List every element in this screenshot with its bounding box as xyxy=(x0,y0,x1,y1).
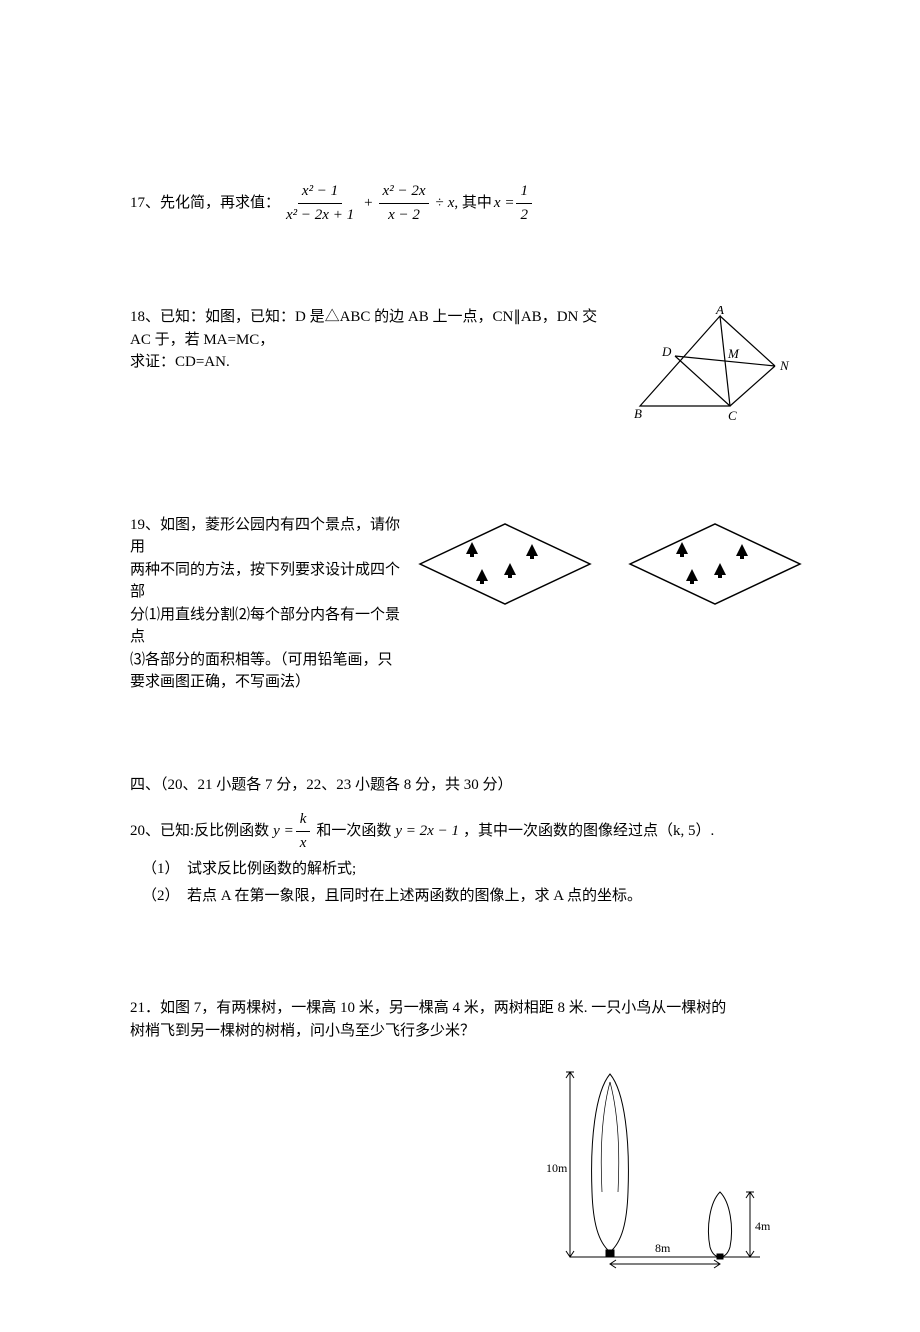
p18-line3: 求证：CD=AN. xyxy=(130,351,600,374)
p20-suffix: ，其中一次函数的图像经过点（k, 5）. xyxy=(463,820,714,843)
label-C: C xyxy=(728,408,737,423)
x-eq: x = xyxy=(494,192,515,215)
p18-line2: AC 于，若 MA=MC， xyxy=(130,329,600,352)
frac2-num: x² − 2x xyxy=(379,180,430,204)
label-D: D xyxy=(661,344,672,359)
distance-label: 8m xyxy=(655,1241,671,1255)
p20-and: 和一次函数 xyxy=(316,820,391,843)
plus-op: + xyxy=(364,192,372,215)
x-var: x xyxy=(448,192,455,215)
tall-height-label: 10m xyxy=(546,1161,568,1175)
label-N: N xyxy=(779,358,790,373)
problem-21: 21．如图 7，有两棵树，一棵高 10 米，另一棵高 4 米，两树相距 8 米.… xyxy=(130,997,790,1272)
two-trees-diagram: 10m 4m 8m xyxy=(540,1052,770,1272)
p20-inverse-fn: y = k x xyxy=(273,808,312,854)
problem-18: 18、已知：如图，已知：D 是△ABC 的边 AB 上一点，CN∥AB，DN 交… xyxy=(130,306,790,434)
problem-20: 20、已知:反比例函数 y = k x 和一次函数 y = 2x − 1 ，其中… xyxy=(130,808,790,907)
p20-linear-fn: y = 2x − 1 xyxy=(395,820,459,843)
fraction-half: 1 2 xyxy=(516,180,532,226)
p19-line5: 要求画图正确，不写画法） xyxy=(130,671,400,694)
problem-17: 17、先化简，再求值： x² − 1 x² − 2x + 1 + x² − 2x… xyxy=(130,180,790,226)
p19-line3: 分⑴用直线分割⑵每个部分内各有一个景点 xyxy=(130,604,400,649)
triangle-diagram: A B C D M N xyxy=(620,306,790,426)
problem-18-text: 18、已知：如图，已知：D 是△ABC 的边 AB 上一点，CN∥AB，DN 交… xyxy=(130,306,620,374)
y-eq-1: y = xyxy=(273,820,294,843)
p20-sub2: （2） 若点 A 在第一象限，且同时在上述两函数的图像上，求 A 点的坐标。 xyxy=(130,885,790,908)
where-text: , 其中 xyxy=(454,192,492,215)
problem-19-text: 19、如图，菱形公园内有四个景点，请你用 两种不同的方法，按下列要求设计成四个部… xyxy=(130,514,410,694)
label-M: M xyxy=(727,346,740,361)
kx-den: x xyxy=(296,832,311,855)
kx-num: k xyxy=(296,808,311,832)
fraction-1: x² − 1 x² − 2x + 1 xyxy=(282,180,358,226)
problem-17-label: 17、先化简，再求值： xyxy=(130,192,280,215)
divide-op: ÷ xyxy=(435,192,443,215)
frac1-den: x² − 2x + 1 xyxy=(282,204,358,227)
frac1-num: x² − 1 xyxy=(298,180,342,204)
problem-17-expression: x² − 1 x² − 2x + 1 + x² − 2x x − 2 ÷ x ,… xyxy=(280,180,534,226)
p21-line2: 树梢飞到另一棵树的树梢，问小鸟至少飞行多少米？ xyxy=(130,1020,790,1043)
half-den: 2 xyxy=(516,204,532,227)
label-A: A xyxy=(715,306,724,317)
problem-18-figure: A B C D M N xyxy=(620,306,790,434)
p21-line1: 21．如图 7，有两棵树，一棵高 10 米，另一棵高 4 米，两树相距 8 米.… xyxy=(130,997,790,1020)
p19-line1: 19、如图，菱形公园内有四个景点，请你用 xyxy=(130,514,400,559)
fraction-2: x² − 2x x − 2 xyxy=(379,180,430,226)
p20-main-line: 20、已知:反比例函数 y = k x 和一次函数 y = 2x − 1 ，其中… xyxy=(130,808,790,854)
section-4-header: 四、（20、21 小题各 7 分，22、23 小题各 8 分，共 30 分） xyxy=(130,774,790,797)
rhombus-2 xyxy=(620,514,810,614)
problem-19: 19、如图，菱形公园内有四个景点，请你用 两种不同的方法，按下列要求设计成四个部… xyxy=(130,514,790,694)
p20-sub1: （1） 试求反比例函数的解析式; xyxy=(130,858,790,881)
short-height-label: 4m xyxy=(755,1219,770,1233)
frac2-den: x − 2 xyxy=(384,204,424,227)
p18-line1: 18、已知：如图，已知：D 是△ABC 的边 AB 上一点，CN∥AB，DN 交 xyxy=(130,306,600,329)
k-over-x: k x xyxy=(296,808,311,854)
rhombus-1 xyxy=(410,514,600,614)
problem-19-figures xyxy=(410,514,810,614)
p19-line2: 两种不同的方法，按下列要求设计成四个部 xyxy=(130,559,400,604)
p20-prefix: 20、已知:反比例函数 xyxy=(130,820,269,843)
label-B: B xyxy=(634,406,642,421)
problem-21-figure: 10m 4m 8m xyxy=(130,1052,790,1272)
p19-line4: ⑶各部分的面积相等。（可用铅笔画，只 xyxy=(130,649,400,672)
half-num: 1 xyxy=(516,180,532,204)
